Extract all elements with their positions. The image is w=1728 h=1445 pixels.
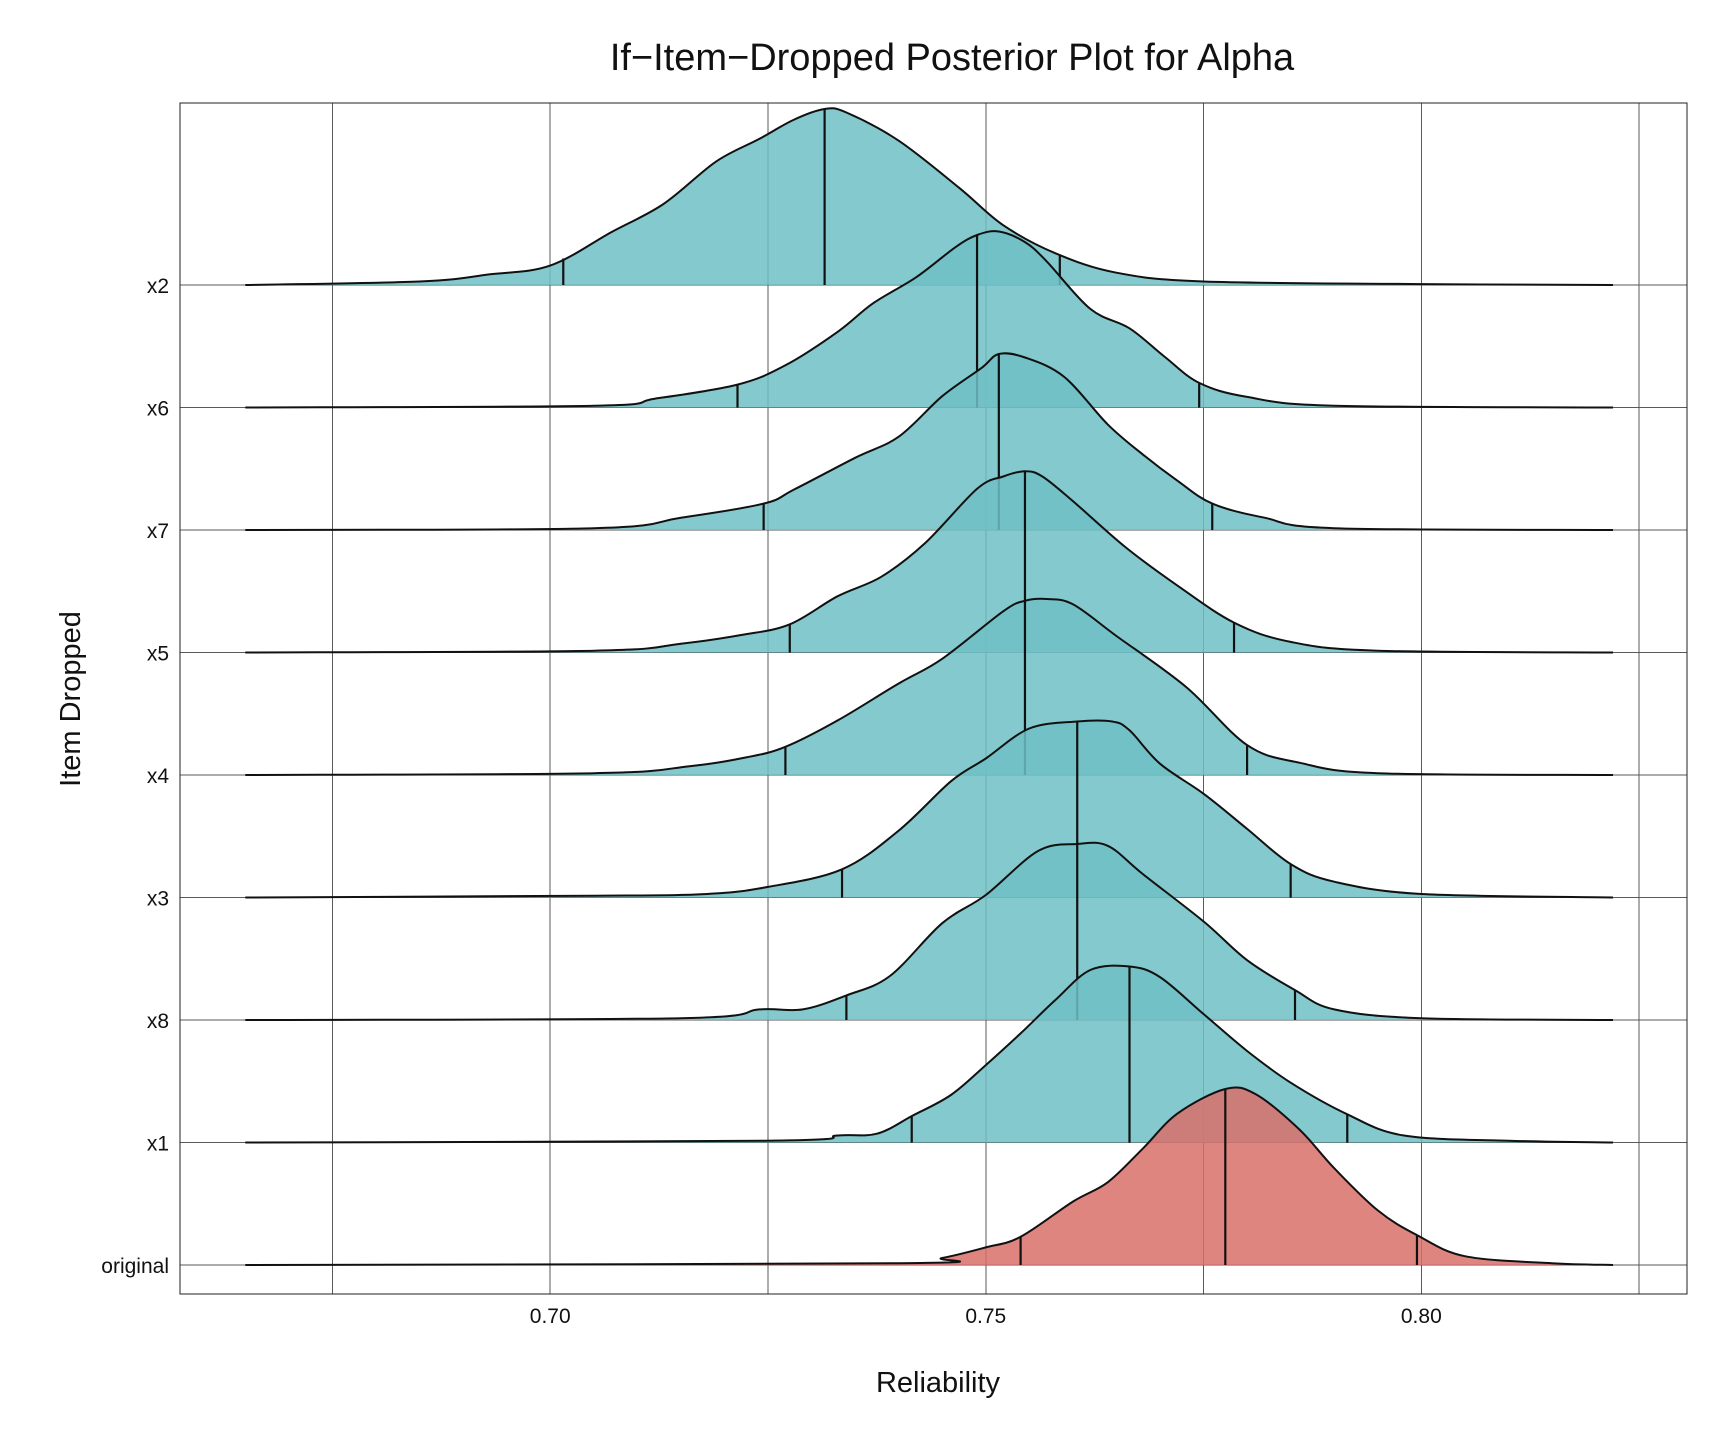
ridge-outline-x6 — [245, 230, 1614, 409]
y-tick-label: x6 — [147, 398, 169, 421]
ridge-fill-x4 — [245, 598, 1613, 775]
ridge-outline-x2 — [245, 107, 1614, 286]
x-tick-label: 0.80 — [1401, 1305, 1442, 1328]
ridge-fill-x7 — [245, 353, 1613, 530]
chart-title: If−Item−Dropped Posterior Plot for Alpha — [610, 37, 1295, 79]
ridge-fill-x8 — [245, 842, 1613, 1020]
x-tick-label: 0.75 — [965, 1305, 1006, 1328]
ridge-fill-x2 — [245, 108, 1613, 285]
y-tick-label: x2 — [147, 275, 169, 298]
plot-frame — [179, 102, 1688, 1295]
y-tick-label: x3 — [147, 888, 169, 911]
y-tick-label: x8 — [147, 1010, 169, 1033]
ridge-layer — [245, 107, 1614, 1266]
ridge-fill-x3 — [245, 720, 1613, 898]
ridge-fill-x6 — [245, 231, 1613, 408]
y-axis-label: Item Dropped — [55, 611, 87, 787]
y-tick-label: x1 — [147, 1133, 169, 1156]
ridge-outline-x7 — [245, 352, 1614, 531]
ridge-outline-x1 — [245, 964, 1614, 1144]
y-tick-label: x7 — [147, 520, 169, 543]
x-axis-label: Reliability — [876, 1367, 1001, 1399]
ridge-fill-original — [245, 1087, 1613, 1265]
tick-label-layer: x2 x6 x7 x5 x4 x3 x8 x1 original 0.70 0.75 0.80 — [101, 275, 1441, 1328]
ridge-fill-x5 — [245, 471, 1613, 653]
ridge-outline-x8 — [245, 841, 1614, 1021]
ridge-outline-x5 — [245, 470, 1614, 654]
ridge-outline-x4 — [245, 597, 1614, 776]
ridge-outline-x3 — [245, 719, 1614, 899]
x-tick-label: 0.70 — [530, 1305, 571, 1328]
y-tick-label: x4 — [147, 765, 170, 788]
y-tick-label: x5 — [147, 643, 169, 666]
ridge-fill-x1 — [245, 965, 1613, 1143]
y-tick-label: original — [101, 1255, 169, 1278]
